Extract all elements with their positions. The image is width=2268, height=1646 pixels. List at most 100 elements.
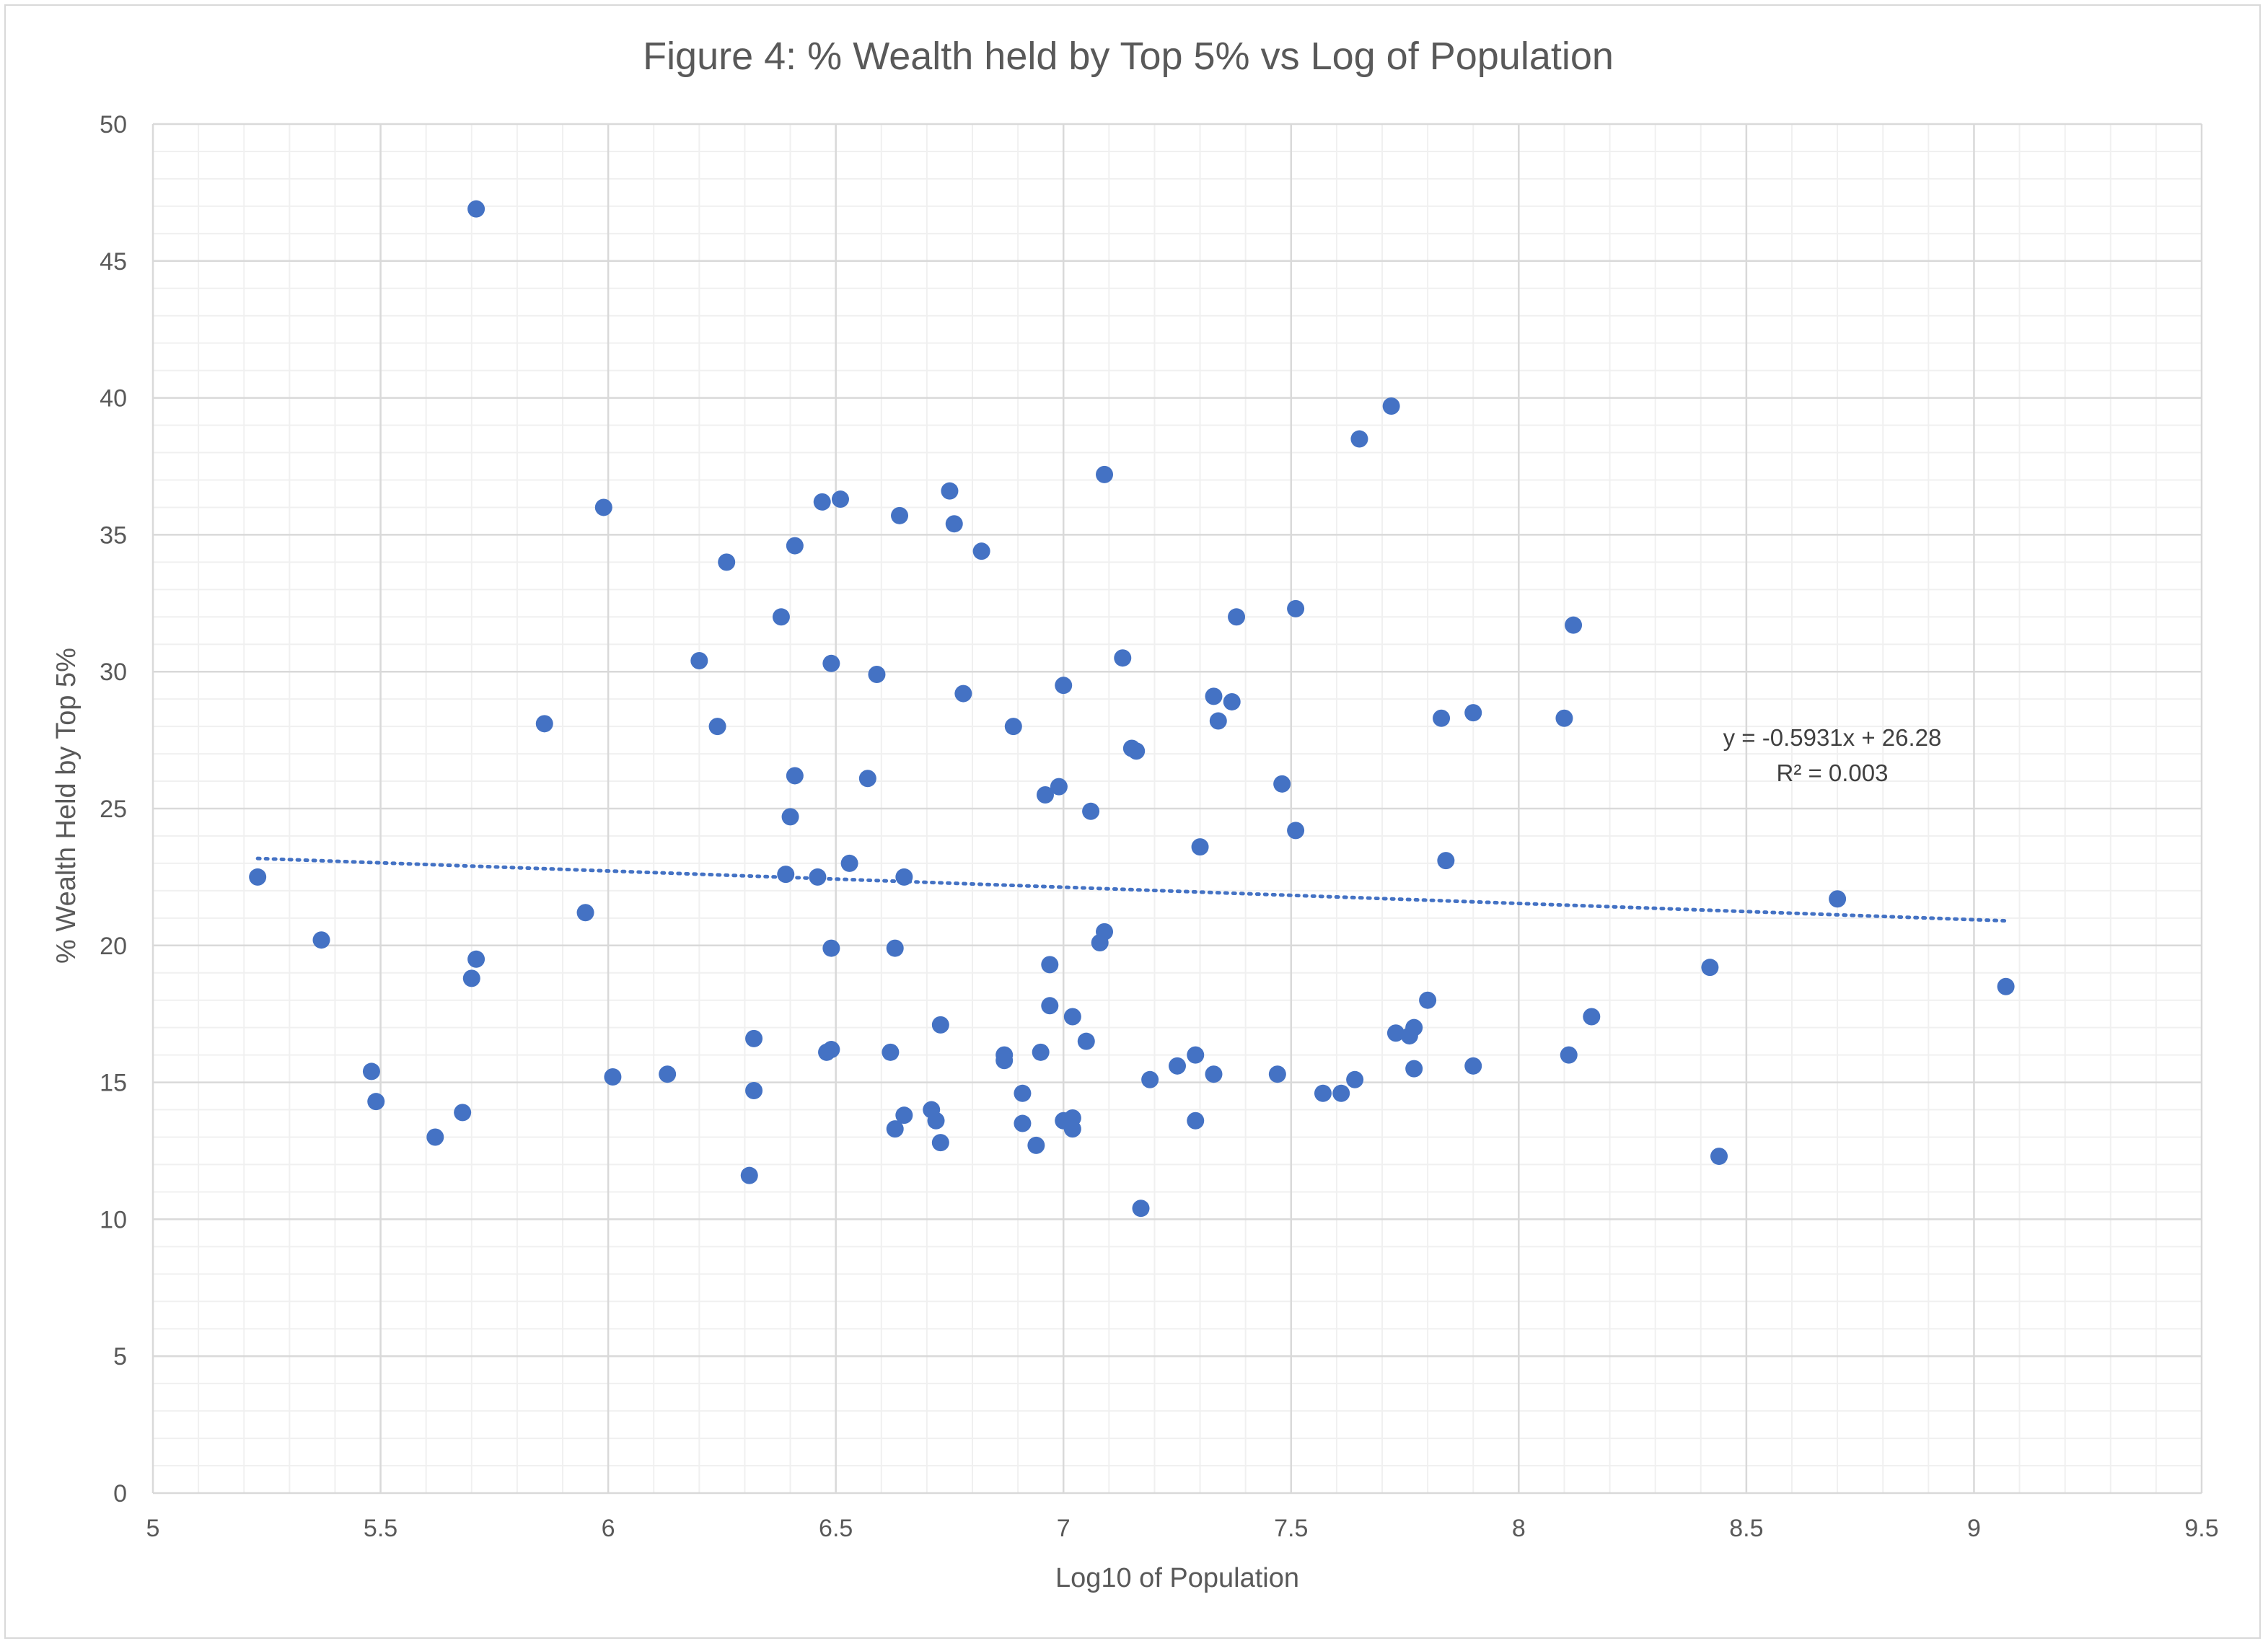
data-point bbox=[1096, 923, 1114, 941]
data-point bbox=[1187, 1046, 1205, 1064]
data-point bbox=[1997, 977, 2015, 995]
data-point bbox=[1096, 465, 1114, 483]
data-point bbox=[1041, 956, 1059, 974]
data-point bbox=[822, 1041, 840, 1059]
data-point bbox=[1209, 712, 1227, 730]
data-point bbox=[1829, 890, 1847, 908]
data-point bbox=[362, 1062, 380, 1081]
data-point bbox=[809, 868, 827, 886]
data-point bbox=[858, 770, 876, 788]
data-point bbox=[1082, 802, 1100, 820]
y-tick-label: 15 bbox=[100, 1070, 127, 1097]
data-point bbox=[1287, 599, 1305, 617]
data-point bbox=[1205, 687, 1223, 705]
y-tick-label: 20 bbox=[100, 933, 127, 960]
data-point bbox=[868, 665, 886, 683]
data-point bbox=[1223, 692, 1241, 710]
y-tick-label: 50 bbox=[100, 111, 127, 138]
data-point bbox=[786, 537, 804, 555]
data-point bbox=[1027, 1136, 1045, 1154]
data-point bbox=[1132, 1200, 1150, 1218]
y-tick-label: 10 bbox=[100, 1206, 127, 1233]
x-tick-label: 9.5 bbox=[2184, 1515, 2218, 1542]
data-point bbox=[995, 1052, 1014, 1070]
data-point bbox=[467, 200, 485, 218]
data-point bbox=[1268, 1065, 1286, 1083]
data-point bbox=[462, 969, 480, 987]
data-point bbox=[1041, 997, 1059, 1015]
data-point bbox=[813, 493, 831, 511]
data-point bbox=[367, 1093, 385, 1111]
data-point bbox=[1004, 718, 1022, 736]
x-tick-label: 5 bbox=[146, 1515, 160, 1542]
data-point bbox=[831, 490, 849, 509]
data-point bbox=[745, 1081, 763, 1099]
data-point bbox=[972, 542, 990, 560]
data-point bbox=[777, 866, 795, 884]
data-point bbox=[941, 482, 959, 500]
x-tick-label: 6.5 bbox=[819, 1515, 853, 1542]
data-point bbox=[1560, 1046, 1578, 1064]
data-point bbox=[781, 808, 799, 826]
data-point bbox=[1437, 852, 1455, 870]
y-tick-label: 25 bbox=[100, 796, 127, 823]
trendline-equation: y = -0.5931x + 26.28 bbox=[1723, 724, 1942, 751]
data-point bbox=[882, 1043, 900, 1061]
data-point bbox=[931, 1016, 949, 1034]
data-point bbox=[718, 553, 736, 571]
data-point bbox=[1386, 1024, 1405, 1042]
data-point bbox=[1191, 838, 1209, 856]
y-tick-label: 35 bbox=[100, 521, 127, 549]
y-tick-label: 45 bbox=[100, 248, 127, 276]
data-point bbox=[954, 685, 972, 703]
major-gridlines bbox=[151, 123, 2203, 1495]
data-point bbox=[426, 1128, 444, 1146]
data-point bbox=[1032, 1043, 1050, 1061]
data-point bbox=[772, 608, 790, 626]
data-point bbox=[1128, 742, 1146, 760]
data-point bbox=[1332, 1084, 1350, 1102]
x-tick-label: 7.5 bbox=[1274, 1515, 1308, 1542]
y-tick-label: 5 bbox=[113, 1343, 127, 1370]
chart-title: Figure 4: % Wealth held by Top 5% vs Log… bbox=[643, 35, 1614, 78]
data-point bbox=[708, 718, 726, 736]
data-point bbox=[1464, 704, 1482, 722]
data-point bbox=[1350, 430, 1368, 448]
trendline-group bbox=[255, 856, 2008, 923]
x-tick-label: 5.5 bbox=[364, 1515, 397, 1542]
data-point bbox=[1405, 1018, 1423, 1037]
data-point bbox=[891, 506, 909, 524]
data-point bbox=[1114, 649, 1132, 667]
data-point bbox=[1063, 1109, 1081, 1127]
data-point bbox=[1077, 1032, 1095, 1050]
data-point bbox=[1419, 991, 1437, 1009]
data-point bbox=[594, 498, 612, 516]
data-point bbox=[1036, 786, 1054, 804]
data-point bbox=[1063, 1008, 1081, 1026]
y-tick-label: 30 bbox=[100, 659, 127, 686]
data-point bbox=[1555, 709, 1573, 727]
data-point bbox=[1273, 775, 1291, 793]
trendline-r-squared: R² = 0.003 bbox=[1776, 760, 1888, 786]
x-tick-label: 6 bbox=[602, 1515, 615, 1542]
y-tick-label: 40 bbox=[100, 385, 127, 413]
data-point bbox=[659, 1065, 677, 1083]
data-point bbox=[1050, 778, 1068, 796]
data-points bbox=[249, 200, 2015, 1218]
data-point bbox=[745, 1029, 763, 1047]
data-point bbox=[931, 1134, 949, 1152]
data-point bbox=[886, 939, 904, 957]
data-point bbox=[1583, 1008, 1601, 1026]
data-point bbox=[1701, 959, 1719, 977]
x-tick-label: 9 bbox=[1967, 1515, 1981, 1542]
data-point bbox=[1205, 1065, 1223, 1083]
x-axis-label: Log10 of Population bbox=[1055, 1563, 1299, 1593]
x-tick-label: 8 bbox=[1512, 1515, 1526, 1542]
data-point bbox=[1055, 677, 1073, 695]
data-point bbox=[895, 1106, 913, 1125]
data-point bbox=[822, 654, 840, 672]
data-point bbox=[1346, 1070, 1364, 1088]
y-tick-label: 0 bbox=[113, 1480, 127, 1508]
data-point bbox=[822, 939, 840, 957]
